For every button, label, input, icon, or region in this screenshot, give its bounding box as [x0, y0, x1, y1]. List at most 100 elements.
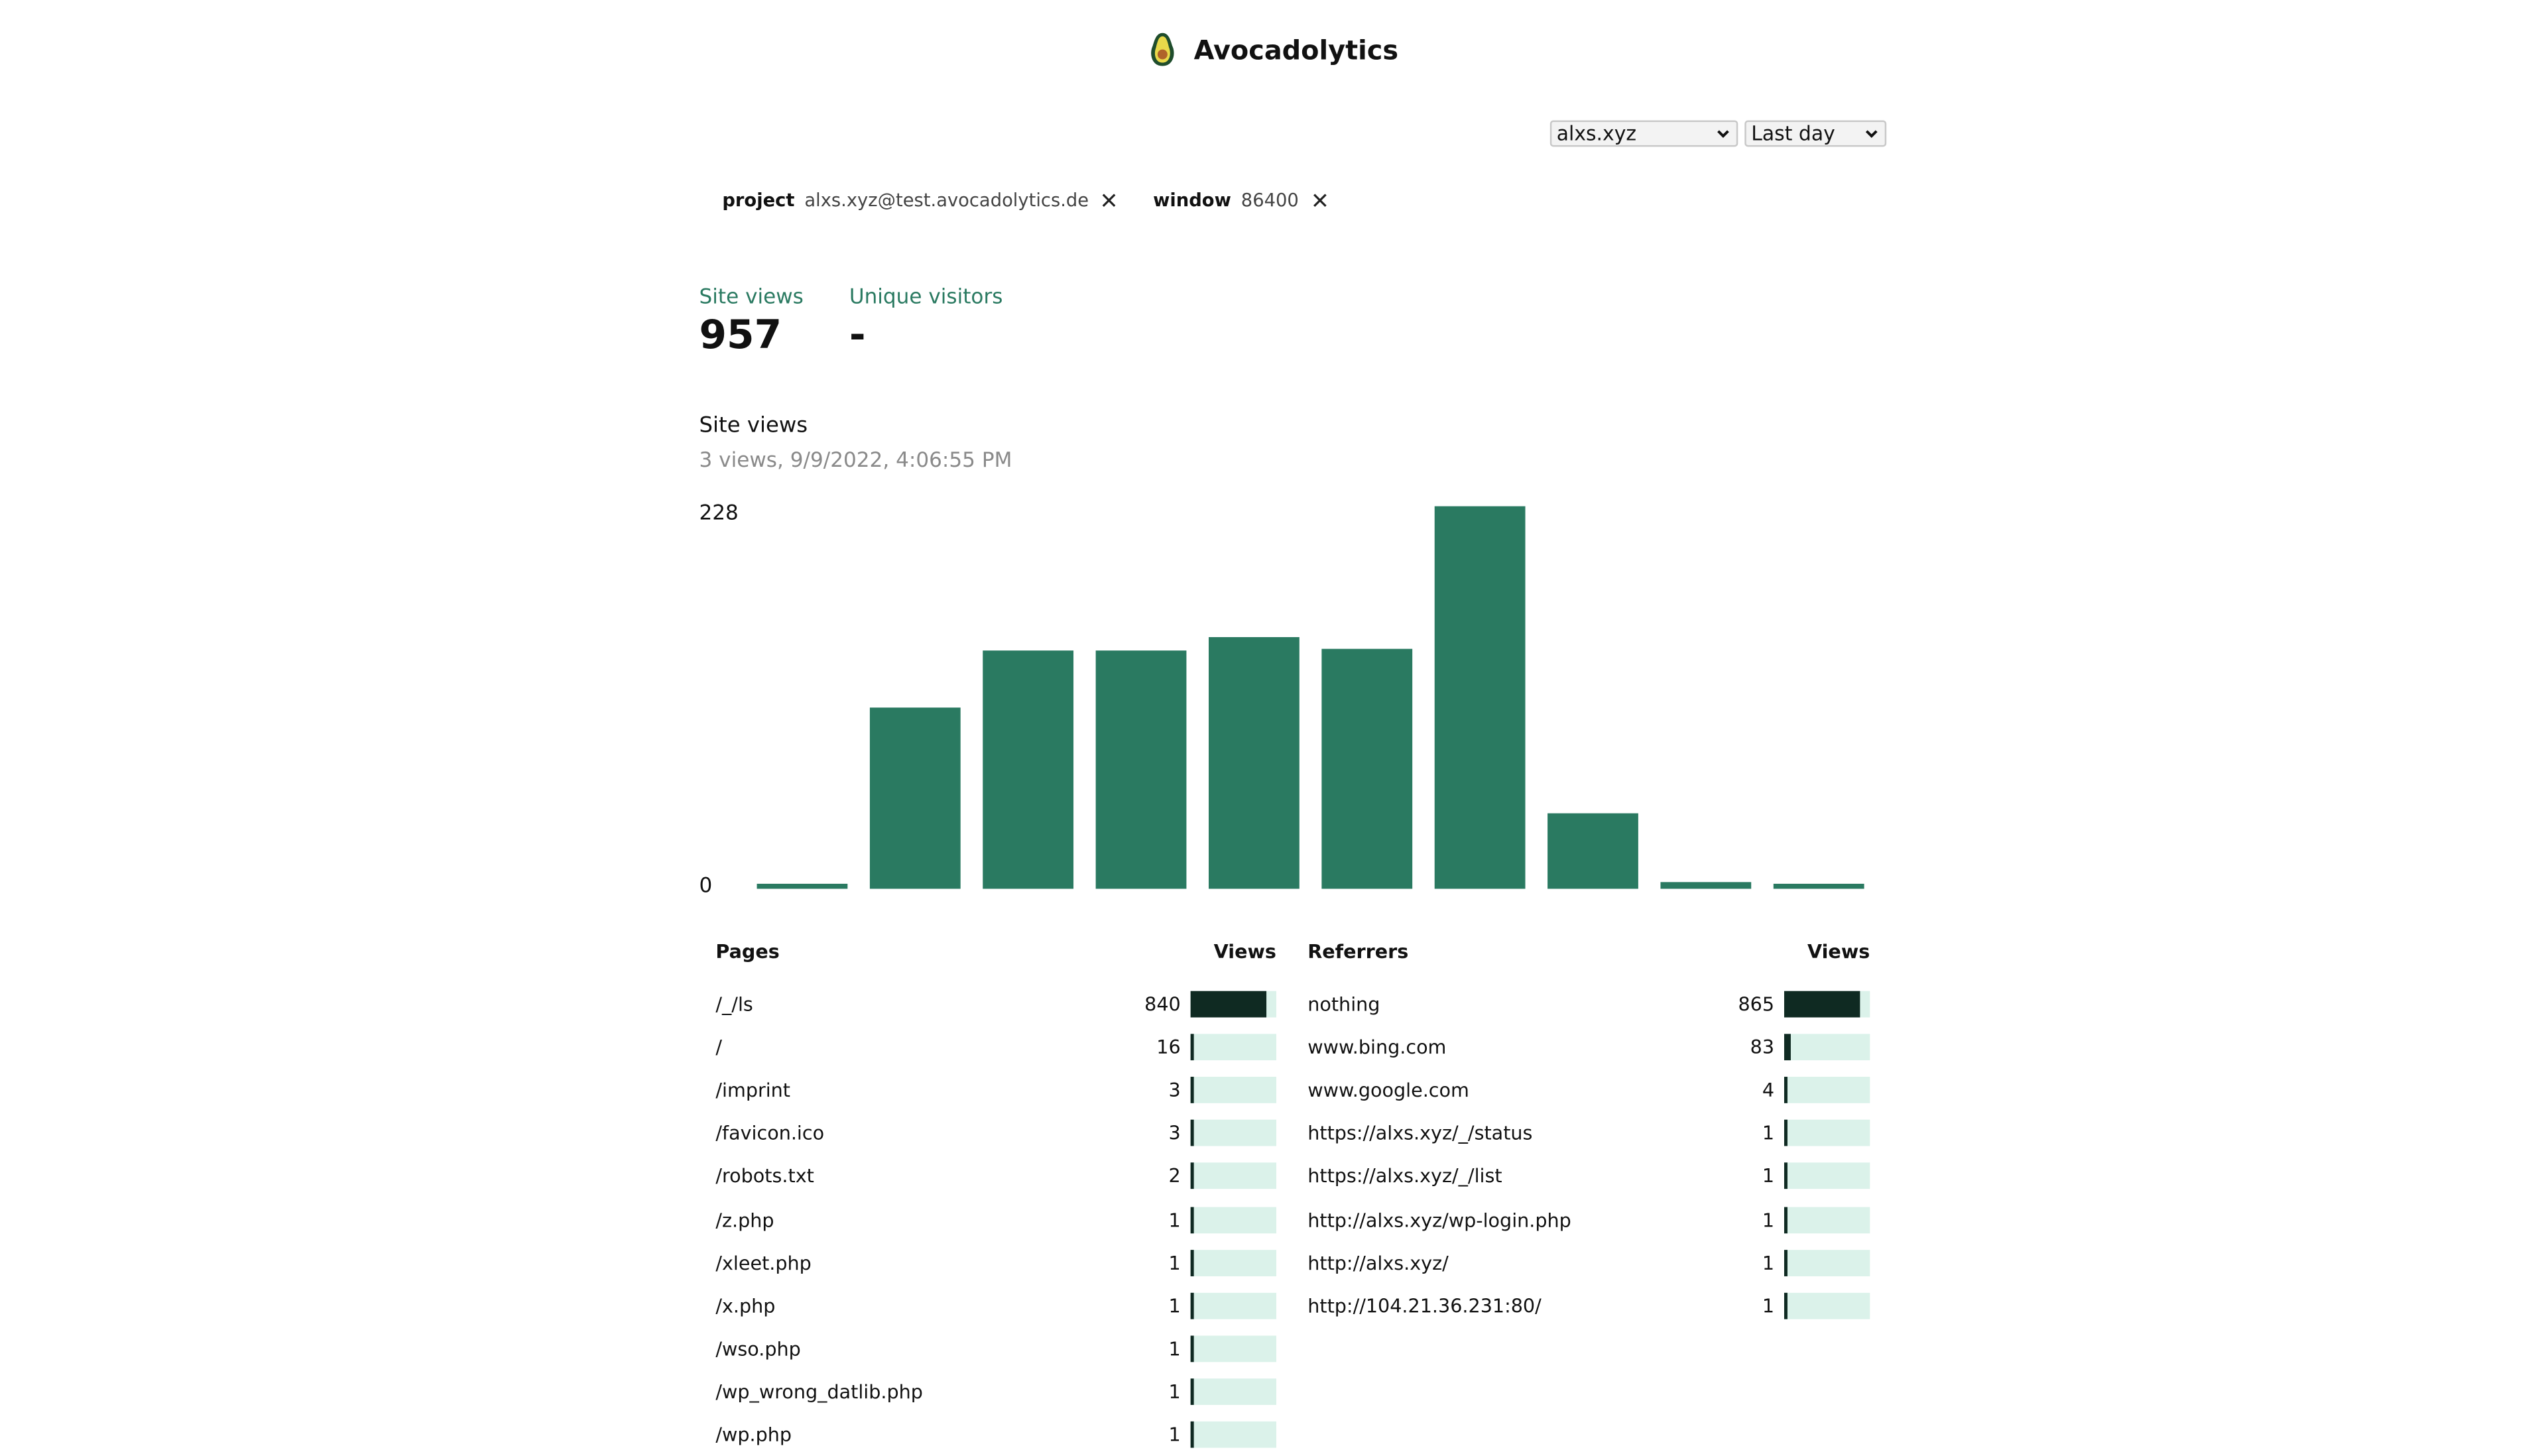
referrer-row-bar	[1784, 1077, 1870, 1104]
pages-table: Pages Views /_/ls 840 / 16/imprint 3/favicon…	[715, 940, 1276, 1456]
referrer-row-count: 865	[1738, 993, 1775, 1016]
chart-bar[interactable]	[869, 707, 961, 889]
page-row-count: 2	[1168, 1164, 1181, 1188]
referrer-row-count: 1	[1762, 1122, 1775, 1145]
referrer-row[interactable]: https://alxs.xyz/_/list 1	[1307, 1155, 1870, 1198]
chart-subtitle: 3 views, 9/9/2022, 4:06:55 PM	[699, 446, 1012, 472]
close-icon[interactable]	[1102, 193, 1117, 208]
pages-rows: /_/ls 840 / 16/imprint 3/favicon.ico 3/robots…	[715, 983, 1276, 1456]
site-select[interactable]: alxs.xyz	[1549, 120, 1738, 147]
page-row-bar	[1190, 991, 1276, 1018]
referrer-row-label: http://alxs.xyz/	[1307, 1250, 1449, 1274]
referrer-row-bar-fill	[1784, 991, 1860, 1018]
y-tick-label: 228	[699, 501, 739, 524]
referrer-row-label: http://104.21.36.231:80/	[1307, 1294, 1542, 1317]
app-title: Avocadolytics	[1193, 33, 1399, 66]
page-row[interactable]: /xleet.php 1	[715, 1241, 1276, 1284]
page-row-count: 16	[1156, 1036, 1181, 1060]
pages-header-views: Views	[1213, 940, 1276, 963]
avocado-logo-icon	[1151, 32, 1174, 66]
page-row-bar-fill	[1190, 991, 1267, 1018]
chart-bar[interactable]	[1773, 883, 1864, 889]
referrer-row[interactable]: http://alxs.xyz/wp-login.php 1	[1307, 1198, 1870, 1241]
referrer-row-bar-fill	[1784, 1292, 1787, 1319]
page-row-bar	[1190, 1249, 1276, 1276]
unique-visitors-value: -	[849, 312, 866, 358]
site-views-value: 957	[699, 312, 782, 358]
referrer-row-label: https://alxs.xyz/_/status	[1307, 1122, 1533, 1145]
chart-bar[interactable]	[1095, 650, 1187, 889]
chart-bar[interactable]	[1660, 882, 1752, 889]
y-tick-label: 0	[699, 873, 713, 897]
page-row[interactable]: /x.php 1	[715, 1284, 1276, 1327]
page-row-label: /z.php	[715, 1207, 774, 1231]
site-select-value: alxs.xyz	[1556, 121, 1637, 145]
page-row-bar	[1190, 1335, 1276, 1362]
referrer-row-count: 83	[1750, 1036, 1775, 1060]
page-row-bar-fill	[1190, 1163, 1193, 1190]
chart-bar[interactable]	[1434, 506, 1526, 889]
referrers-table-header: Referrers Views	[1307, 940, 1870, 963]
referrer-row[interactable]: nothing 865	[1307, 983, 1870, 1026]
page-row-bar-fill	[1190, 1335, 1193, 1362]
page-row-label: /favicon.ico	[715, 1122, 825, 1145]
referrer-row[interactable]: http://alxs.xyz/1	[1307, 1241, 1870, 1284]
referrer-row[interactable]: www.bing.com 83	[1307, 1026, 1870, 1069]
page-row-bar-fill	[1190, 1206, 1193, 1233]
referrer-row-bar-fill	[1784, 1077, 1787, 1104]
page-row-count: 1	[1168, 1294, 1181, 1317]
chart-bar[interactable]	[1209, 637, 1300, 889]
referrer-row-count: 1	[1762, 1207, 1775, 1231]
unique-visitors-stat[interactable]: Unique visitors -	[849, 284, 1003, 358]
referrer-row-bar	[1784, 1249, 1870, 1276]
referrers-header-label: Referrers	[1307, 940, 1409, 963]
referrer-row-count: 1	[1762, 1164, 1775, 1188]
referrer-row-bar-fill	[1784, 1206, 1787, 1233]
page-row[interactable]: /favicon.ico 3	[715, 1112, 1276, 1155]
chart-bar[interactable]	[983, 650, 1074, 889]
page-row-bar-fill	[1190, 1378, 1193, 1405]
page-row[interactable]: /robots.txt 2	[715, 1155, 1276, 1198]
page-row[interactable]: /imprint 3	[715, 1069, 1276, 1112]
page-row-bar	[1190, 1206, 1276, 1233]
page-row[interactable]: /wp_wrong_datlib.php 1	[715, 1370, 1276, 1413]
page-row[interactable]: /_/ls 840	[715, 983, 1276, 1026]
filter-bar: project alxs.xyz@test.avocadolytics.de w…	[722, 190, 1363, 211]
referrer-row-label: http://alxs.xyz/wp-login.php	[1307, 1207, 1571, 1231]
referrers-header-views: Views	[1807, 940, 1870, 963]
chart-bar[interactable]	[757, 883, 848, 889]
close-icon[interactable]	[1312, 193, 1327, 208]
page-row-count: 1	[1168, 1380, 1181, 1404]
page-row[interactable]: /z.php 1	[715, 1198, 1276, 1241]
page-row[interactable]: /wp.php 1	[715, 1413, 1276, 1456]
referrer-row-count: 1	[1762, 1294, 1775, 1317]
page-row-count: 840	[1144, 993, 1181, 1016]
referrer-row[interactable]: www.google.com 4	[1307, 1069, 1870, 1112]
referrer-row-label: https://alxs.xyz/_/list	[1307, 1164, 1502, 1188]
pages-table-header: Pages Views	[715, 940, 1276, 963]
chart-bar[interactable]	[1321, 648, 1413, 889]
chart-bar[interactable]	[1547, 813, 1638, 889]
page-row-count: 1	[1168, 1207, 1181, 1231]
referrer-row-bar	[1784, 1163, 1870, 1190]
page-row-label: /wp_wrong_datlib.php	[715, 1380, 923, 1404]
page-row[interactable]: / 16	[715, 1026, 1276, 1069]
page-row-count: 1	[1168, 1423, 1181, 1447]
filter-value: alxs.xyz@test.avocadolytics.de	[804, 190, 1089, 212]
page-row-bar	[1190, 1292, 1276, 1319]
page-row-label: /wso.php	[715, 1337, 801, 1361]
referrer-row[interactable]: https://alxs.xyz/_/status 1	[1307, 1112, 1870, 1155]
site-views-stat[interactable]: Site views 957	[699, 284, 804, 358]
referrer-row[interactable]: http://104.21.36.231:80/1	[1307, 1284, 1870, 1327]
referrer-row-label: www.bing.com	[1307, 1036, 1447, 1060]
page-row-bar	[1190, 1077, 1276, 1104]
time-window-select[interactable]: Last day	[1744, 120, 1887, 147]
page-row-bar-fill	[1190, 1292, 1193, 1319]
chevron-down-icon	[1865, 130, 1878, 138]
page-row-label: /imprint	[715, 1079, 791, 1102]
filter-chip-window: window 86400	[1153, 190, 1327, 211]
page-row-label: /	[715, 1036, 723, 1060]
app-header: Avocadolytics	[0, 30, 2546, 70]
page-row[interactable]: /wso.php 1	[715, 1327, 1276, 1370]
page-row-count: 3	[1168, 1079, 1181, 1102]
